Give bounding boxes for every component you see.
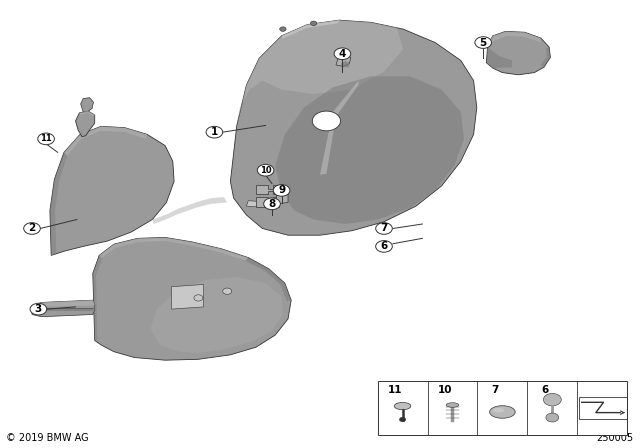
Circle shape <box>273 185 290 196</box>
Polygon shape <box>320 81 358 175</box>
Circle shape <box>310 21 317 26</box>
Polygon shape <box>230 20 477 235</box>
Polygon shape <box>276 190 288 195</box>
Circle shape <box>543 393 561 406</box>
Polygon shape <box>50 126 174 255</box>
Circle shape <box>194 295 203 301</box>
Circle shape <box>24 223 40 234</box>
Text: 2: 2 <box>28 224 36 233</box>
Ellipse shape <box>490 406 515 418</box>
Polygon shape <box>282 20 339 39</box>
Circle shape <box>334 48 351 60</box>
Circle shape <box>30 303 47 315</box>
Text: 7: 7 <box>380 224 388 233</box>
Polygon shape <box>256 185 279 194</box>
Circle shape <box>280 27 286 31</box>
Ellipse shape <box>493 408 504 413</box>
Polygon shape <box>32 300 95 317</box>
Polygon shape <box>486 47 512 68</box>
Circle shape <box>312 111 340 131</box>
Polygon shape <box>246 201 261 207</box>
Polygon shape <box>340 61 349 67</box>
Text: 4: 4 <box>339 49 346 59</box>
Circle shape <box>376 223 392 234</box>
Polygon shape <box>76 111 95 137</box>
Text: 10: 10 <box>260 166 271 175</box>
Polygon shape <box>488 31 541 45</box>
Text: 6: 6 <box>541 385 548 396</box>
Text: 9: 9 <box>278 185 285 195</box>
Circle shape <box>475 37 492 48</box>
Text: 11: 11 <box>40 134 52 143</box>
Polygon shape <box>172 284 204 309</box>
Text: 1: 1 <box>211 127 218 137</box>
Circle shape <box>257 164 274 176</box>
Polygon shape <box>150 277 283 353</box>
Polygon shape <box>32 306 35 314</box>
Circle shape <box>546 413 559 422</box>
Polygon shape <box>541 47 550 67</box>
Polygon shape <box>79 111 95 116</box>
Circle shape <box>38 133 54 145</box>
Circle shape <box>399 417 406 422</box>
Text: 6: 6 <box>380 241 388 251</box>
Polygon shape <box>93 255 102 340</box>
Polygon shape <box>486 31 550 75</box>
Polygon shape <box>256 197 279 207</box>
Circle shape <box>223 288 232 294</box>
Polygon shape <box>93 237 291 360</box>
FancyBboxPatch shape <box>378 381 627 435</box>
Polygon shape <box>64 126 147 156</box>
Polygon shape <box>336 55 351 66</box>
Text: 250005: 250005 <box>596 433 634 443</box>
Text: 10: 10 <box>438 385 452 396</box>
Polygon shape <box>50 152 67 255</box>
Circle shape <box>264 198 280 210</box>
Ellipse shape <box>446 403 459 407</box>
Polygon shape <box>237 20 403 125</box>
Circle shape <box>206 126 223 138</box>
Ellipse shape <box>394 402 411 409</box>
Text: 7: 7 <box>491 385 499 396</box>
Polygon shape <box>99 237 248 261</box>
Polygon shape <box>81 98 93 112</box>
Polygon shape <box>245 258 291 301</box>
Polygon shape <box>275 76 464 224</box>
Text: © 2019 BMW AG: © 2019 BMW AG <box>6 433 89 443</box>
Text: 11: 11 <box>388 385 402 396</box>
Text: 3: 3 <box>35 304 42 314</box>
Polygon shape <box>276 194 288 204</box>
Polygon shape <box>32 300 95 306</box>
Polygon shape <box>152 197 227 224</box>
Text: 8: 8 <box>268 199 276 209</box>
Text: 5: 5 <box>479 38 487 47</box>
Circle shape <box>376 241 392 252</box>
